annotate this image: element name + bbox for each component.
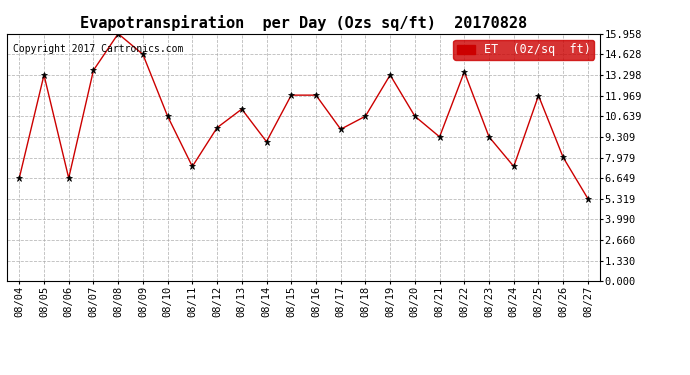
Text: Copyright 2017 Cartronics.com: Copyright 2017 Cartronics.com [13, 44, 184, 54]
Legend: ET  (0z/sq  ft): ET (0z/sq ft) [453, 40, 594, 60]
Title: Evapotranspiration  per Day (Ozs sq/ft)  20170828: Evapotranspiration per Day (Ozs sq/ft) 2… [80, 15, 527, 31]
